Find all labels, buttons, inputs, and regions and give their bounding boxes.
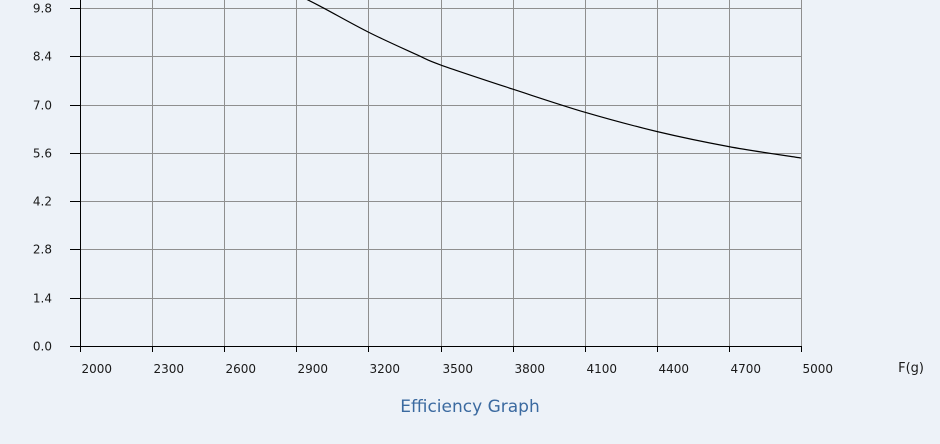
x-tick-label: 4100 [587,362,618,376]
y-tick-label: 9.8 [33,2,52,16]
x-tick-label: 4700 [731,362,762,376]
y-tick-label: 1.4 [33,292,52,306]
y-tick-label: 2.8 [33,243,52,257]
x-tick-label: 3200 [370,362,401,376]
tick-labels: 2000 2300 2600 2900 3200 3500 3800 4100 4400 4700… [33,2,924,377]
y-tick-label: 5.6 [33,147,52,161]
x-tick-label: 4400 [659,362,690,376]
x-tick-label: 3500 [443,362,474,376]
x-tick-label: 2900 [298,362,329,376]
grid-lines [80,0,802,346]
x-tick-label: 2600 [226,362,257,376]
axes [70,0,802,352]
series-layer [306,0,802,159]
x-tick-label: 3800 [515,362,546,376]
y-tick-label: 0.0 [33,340,52,354]
chart-caption: Efficiency Graph [400,397,540,417]
y-tick-label: 8.4 [33,50,52,64]
x-tick-label: 5000 [803,362,834,376]
y-tick-label: 4.2 [33,195,52,209]
series-line [306,0,802,159]
x-tick-label: 2300 [154,362,185,376]
x-tick-label: 2000 [82,362,113,376]
y-tick-label: 7.0 [33,99,52,113]
x-axis-label: F(g) [898,361,924,376]
